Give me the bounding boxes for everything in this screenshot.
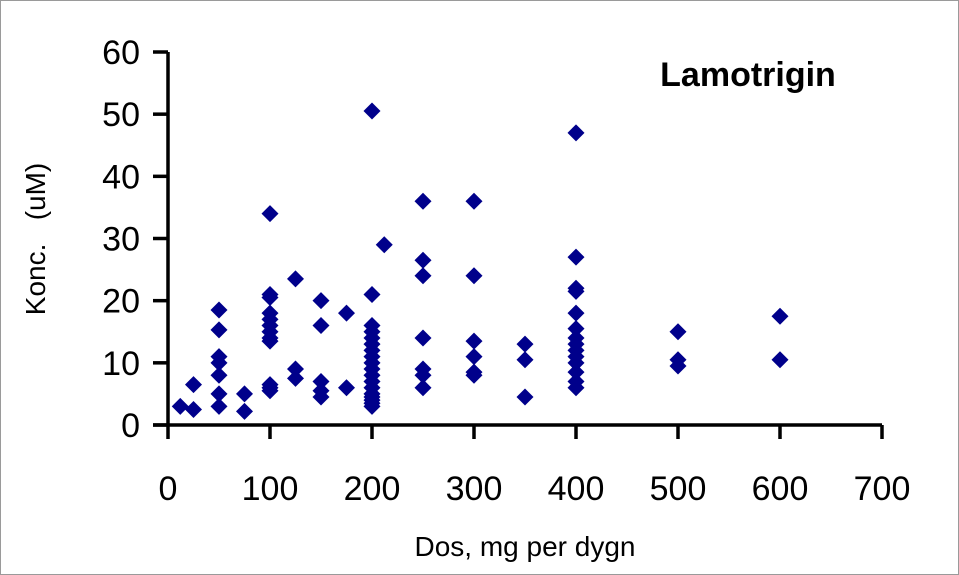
data-point bbox=[516, 335, 534, 353]
data-point bbox=[210, 397, 228, 415]
y-tick-label: 0 bbox=[121, 407, 140, 445]
data-point bbox=[414, 366, 432, 384]
data-point bbox=[185, 400, 202, 418]
chart-title: Lamotrigin bbox=[660, 56, 836, 94]
data-point bbox=[567, 248, 585, 266]
x-tick-label: 100 bbox=[242, 470, 299, 508]
data-point bbox=[261, 332, 279, 350]
data-point bbox=[567, 304, 585, 322]
data-point bbox=[363, 285, 381, 303]
data-point bbox=[363, 397, 381, 415]
y-tick-label: 60 bbox=[102, 34, 140, 72]
data-point bbox=[210, 301, 228, 319]
data-point bbox=[287, 360, 304, 378]
data-point bbox=[210, 385, 228, 403]
x-tick-label: 500 bbox=[650, 470, 707, 508]
x-tick-label: 300 bbox=[446, 470, 503, 508]
data-point bbox=[210, 366, 228, 384]
data-point bbox=[567, 379, 585, 397]
data-points bbox=[171, 102, 789, 420]
data-point bbox=[567, 354, 585, 372]
data-point bbox=[363, 102, 381, 120]
x-axis-title: Dos, mg per dygn bbox=[415, 531, 636, 562]
data-point bbox=[414, 251, 432, 269]
data-point bbox=[287, 270, 304, 288]
x-tick-label: 400 bbox=[548, 470, 605, 508]
data-point bbox=[171, 397, 189, 415]
data-point bbox=[185, 376, 202, 394]
y-tick-label: 40 bbox=[102, 158, 140, 196]
data-point bbox=[465, 366, 483, 384]
y-tick-label: 20 bbox=[102, 283, 140, 321]
x-tick-label: 200 bbox=[344, 470, 401, 508]
data-point bbox=[465, 332, 483, 350]
data-point bbox=[312, 388, 330, 406]
data-point bbox=[312, 292, 330, 310]
data-point bbox=[375, 236, 393, 254]
y-axis-title: Konc. (uM) bbox=[20, 163, 51, 315]
data-point bbox=[287, 369, 304, 387]
data-point bbox=[669, 323, 687, 341]
data-point bbox=[771, 351, 789, 369]
data-point bbox=[312, 317, 330, 335]
data-point bbox=[669, 357, 687, 375]
data-point bbox=[312, 372, 330, 390]
data-point bbox=[567, 282, 585, 300]
data-point bbox=[236, 385, 253, 403]
data-point bbox=[414, 192, 432, 210]
data-point bbox=[465, 267, 483, 285]
data-point bbox=[210, 321, 228, 339]
data-point bbox=[465, 192, 483, 210]
axes bbox=[153, 50, 884, 439]
data-point bbox=[261, 205, 279, 223]
y-tick-label: 10 bbox=[102, 345, 140, 383]
data-point bbox=[236, 402, 253, 420]
data-point bbox=[414, 379, 432, 397]
data-point bbox=[465, 348, 483, 366]
data-point bbox=[567, 320, 585, 338]
data-point bbox=[516, 388, 534, 406]
x-tick-label: 0 bbox=[159, 470, 178, 508]
data-point bbox=[567, 124, 585, 142]
y-tick-label: 50 bbox=[102, 96, 140, 134]
data-point bbox=[414, 267, 432, 285]
data-point bbox=[338, 379, 355, 397]
data-point bbox=[771, 307, 789, 325]
y-tick-label: 30 bbox=[102, 221, 140, 259]
data-point bbox=[414, 329, 432, 347]
data-point bbox=[261, 382, 279, 400]
data-point bbox=[338, 304, 355, 322]
data-point bbox=[210, 354, 228, 372]
data-point bbox=[567, 363, 585, 381]
data-point bbox=[516, 351, 534, 369]
x-tick-label: 600 bbox=[752, 470, 809, 508]
data-point bbox=[261, 289, 279, 307]
x-tick-label: 700 bbox=[854, 470, 911, 508]
